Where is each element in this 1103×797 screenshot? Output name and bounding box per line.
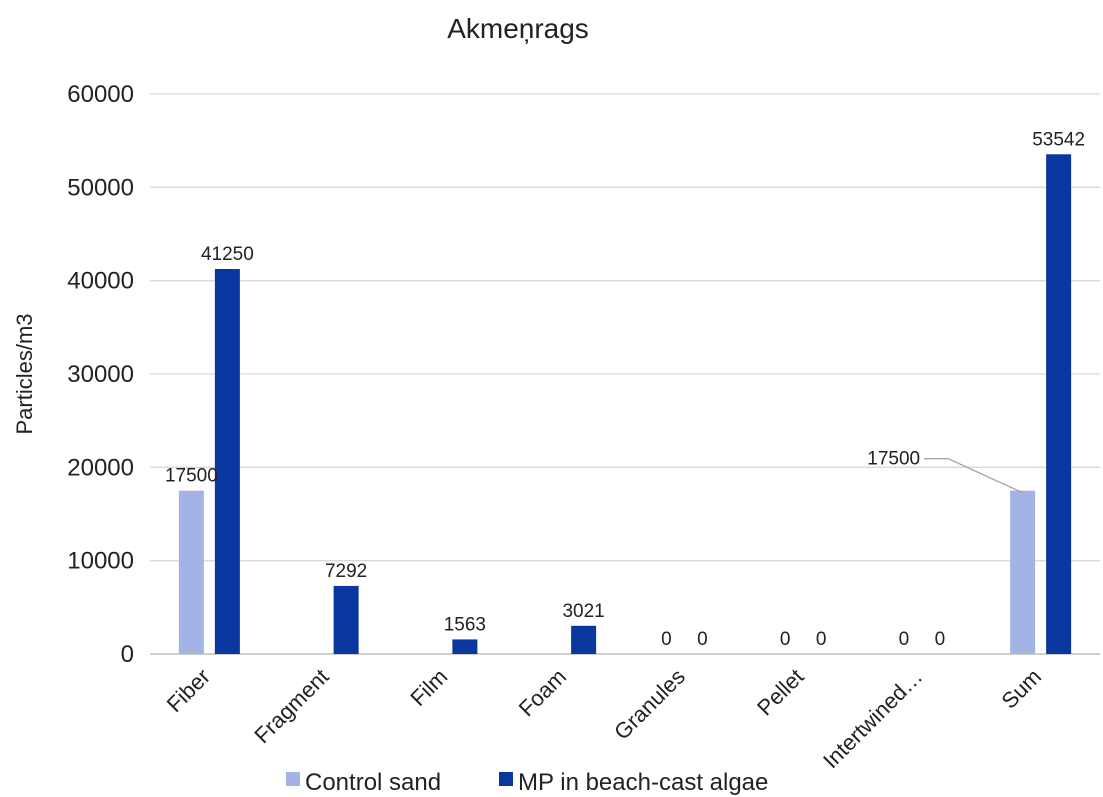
y-tick-label: 0 (121, 641, 134, 668)
data-label-mp-in-beach-cast-algae-fiber: 41250 (201, 244, 254, 265)
data-label-mp-in-beach-cast-algae-film: 1563 (444, 614, 486, 635)
data-label-mp-in-beach-cast-algae-intertwined: 0 (935, 629, 946, 650)
bar-mp-in-beach-cast-algae-fiber (214, 269, 240, 654)
x-tick-label-sum: Sum (996, 664, 1046, 714)
y-axis-label: Particles/m3 (12, 313, 37, 434)
data-label-control-sand-fiber: 17500 (165, 466, 218, 487)
bar-mp-in-beach-cast-algae-fragment (333, 585, 359, 654)
x-tick-label-film: Film (405, 664, 452, 711)
data-label-mp-in-beach-cast-algae-granules: 0 (697, 629, 708, 650)
y-tick-label: 50000 (67, 174, 134, 201)
y-tick-label: 60000 (67, 81, 134, 108)
data-label-control-sand-intertwined: 0 (899, 629, 910, 650)
x-axis-ticks: Fiber Fragment Film Foam Granules Pellet Inter… (162, 664, 1046, 773)
y-tick-label: 30000 (67, 361, 134, 388)
data-label-leader-line (924, 457, 1023, 494)
x-tick-label-fiber: Fiber (162, 664, 215, 717)
y-tick-label: 40000 (67, 268, 134, 295)
data-label-mp-in-beach-cast-algae-pellet: 0 (816, 629, 827, 650)
x-tick-label-pellet: Pellet (752, 664, 809, 721)
legend-swatch-mp-in-beach-cast-algae (499, 772, 513, 786)
bar-mp-in-beach-cast-algae-sum (1046, 154, 1072, 655)
x-tick-label-foam: Foam (514, 664, 571, 721)
y-tick-label: 20000 (67, 454, 134, 481)
legend: Control sand MP in beach-cast algae (286, 769, 768, 796)
data-label-mp-in-beach-cast-algae-sum: 53542 (1032, 129, 1085, 150)
chart-title: Akmeņrags (447, 13, 589, 44)
bar-mp-in-beach-cast-algae-film (452, 639, 478, 654)
legend-swatch-control-sand (286, 772, 300, 786)
y-axis-ticks: 0 10000 20000 30000 40000 50000 60000 (67, 81, 134, 668)
data-labels: 17500 41250 7292 1563 3021 0 0 0 0 0 0 17500 53542 (165, 129, 1085, 650)
legend-label-mp-in-beach-cast-algae: MP in beach-cast algae (518, 769, 768, 796)
bars (178, 154, 1072, 655)
data-label-control-sand-sum: 17500 (867, 449, 920, 470)
data-label-control-sand-pellet: 0 (780, 629, 791, 650)
gridlines (150, 93, 1100, 655)
bar-control-sand-fiber (178, 490, 204, 654)
data-label-mp-in-beach-cast-algae-foam: 3021 (562, 601, 604, 622)
x-tick-label-intertwined: Intertwined… (818, 664, 927, 773)
x-tick-label-granules: Granules (609, 664, 690, 745)
y-tick-label: 10000 (67, 548, 134, 575)
bar-mp-in-beach-cast-algae-foam (571, 625, 597, 654)
bar-control-sand-sum (1010, 490, 1036, 654)
x-tick-label-fragment: Fragment (249, 664, 333, 748)
data-label-control-sand-granules: 0 (661, 629, 672, 650)
data-label-mp-in-beach-cast-algae-fragment: 7292 (325, 561, 367, 582)
legend-label-control-sand: Control sand (305, 769, 441, 796)
